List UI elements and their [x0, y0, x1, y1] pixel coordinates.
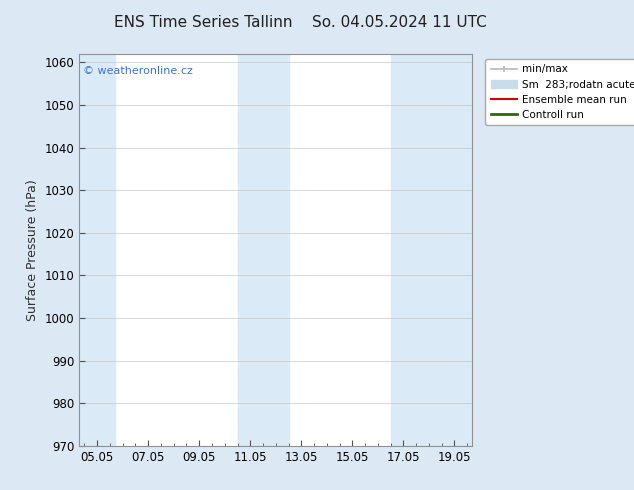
Y-axis label: Surface Pressure (hPa): Surface Pressure (hPa): [26, 179, 39, 321]
Text: © weatheronline.cz: © weatheronline.cz: [83, 66, 193, 75]
Text: ENS Time Series Tallinn: ENS Time Series Tallinn: [113, 15, 292, 30]
Bar: [79, 54, 115, 446]
Text: So. 04.05.2024 11 UTC: So. 04.05.2024 11 UTC: [312, 15, 487, 30]
Legend: min/max, Sm  283;rodatn acute; odchylka, Ensemble mean run, Controll run: min/max, Sm 283;rodatn acute; odchylka, …: [486, 59, 634, 125]
Bar: [391, 54, 472, 446]
Bar: [238, 54, 288, 446]
